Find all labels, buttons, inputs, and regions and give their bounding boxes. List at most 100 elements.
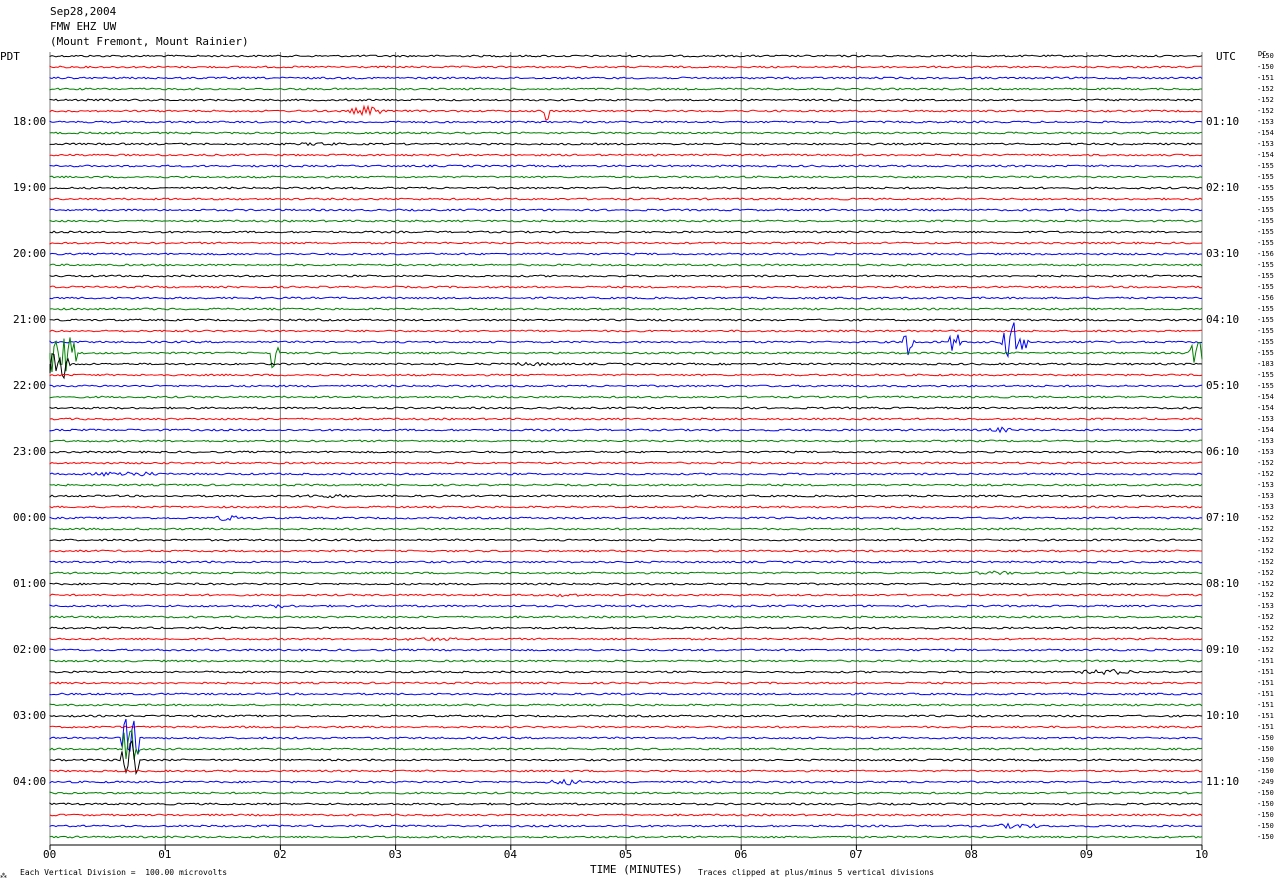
dc-offset-label: -152 xyxy=(1257,558,1274,566)
dc-offset-label: -152 xyxy=(1257,635,1274,643)
dc-offset-label: -155 xyxy=(1257,173,1274,181)
trace-line xyxy=(49,417,1203,421)
trace-line xyxy=(49,186,1203,190)
dc-offset-label: -153 xyxy=(1257,118,1274,126)
dc-offset-label: -150 xyxy=(1257,833,1274,841)
x-tick-label: 05 xyxy=(619,848,633,861)
dc-offset-label: -155 xyxy=(1257,184,1274,192)
dc-offset-label: -150 xyxy=(1257,822,1274,830)
trace-line xyxy=(49,263,1203,267)
pdt-hour-label: 23:00 xyxy=(13,445,47,458)
dc-offset-label: -152 xyxy=(1257,459,1274,467)
trace-line xyxy=(49,230,1203,234)
dc-offset-label: -154 xyxy=(1257,404,1274,412)
dc-offset-label: -249 xyxy=(1257,778,1274,786)
x-tick-label: 10 xyxy=(1195,848,1209,861)
dc-offset-label: -151 xyxy=(1257,74,1274,82)
trace-line xyxy=(49,582,1203,586)
x-tick-label: 09 xyxy=(1079,848,1094,861)
clip-note: Traces clipped at plus/minus 5 vertical … xyxy=(698,868,935,877)
trace-line xyxy=(49,725,1203,729)
dc-offset-label: -152 xyxy=(1257,569,1274,577)
trace-line xyxy=(49,274,1203,278)
dc-offset-label: -155 xyxy=(1257,206,1274,214)
trace-line xyxy=(49,703,1203,707)
dc-offset-label: -153 xyxy=(1257,503,1274,511)
x-tick-label: 01 xyxy=(158,848,172,861)
pdt-hour-label: 18:00 xyxy=(13,115,47,128)
pdt-hour-label: 21:00 xyxy=(13,313,47,326)
dc-offset-label: -155 xyxy=(1257,239,1274,247)
trace-line xyxy=(49,570,1203,576)
utc-hour-label: 07:10 xyxy=(1206,511,1240,524)
pdt-hour-label: 19:00 xyxy=(13,181,47,194)
dc-offset-label: -155 xyxy=(1257,195,1274,203)
trace-line xyxy=(49,142,1202,147)
trace-line xyxy=(49,208,1203,212)
dc-offset-label: -153 xyxy=(1257,140,1274,148)
pdt-hour-label: 02:00 xyxy=(13,643,47,656)
x-tick-label: 07 xyxy=(849,848,863,861)
dc-offset-label: -152 xyxy=(1257,613,1274,621)
pdt-hour-label: 22:00 xyxy=(13,379,47,392)
dc-offset-label: -150 xyxy=(1257,811,1274,819)
trace-line xyxy=(49,505,1203,509)
trace-line xyxy=(49,120,1203,124)
trace-line xyxy=(49,54,1203,58)
x-tick-label: 08 xyxy=(964,848,978,861)
trace-line xyxy=(49,153,1203,157)
dc-offset-label: -155 xyxy=(1257,371,1274,379)
utc-hour-label: 02:10 xyxy=(1206,181,1240,194)
trace-line xyxy=(49,813,1203,817)
trace-line xyxy=(49,729,1203,760)
pdt-hour-label: 01:00 xyxy=(13,577,47,590)
dc-offset-label: -152 xyxy=(1257,107,1274,115)
trace-line xyxy=(49,131,1203,135)
trace-line xyxy=(49,329,1203,333)
trace-line xyxy=(49,352,1203,380)
trace-line xyxy=(49,219,1203,223)
utc-hour-label: 10:10 xyxy=(1206,709,1240,722)
dc-offset-label: -155 xyxy=(1257,272,1274,280)
utc-hour-label: 01:10 xyxy=(1206,115,1240,128)
dc-offset-label: -183 xyxy=(1257,360,1274,368)
trace-line xyxy=(49,593,1203,598)
dc-offset-label: -151 xyxy=(1257,723,1274,731)
dc-offset-label: -150 xyxy=(1257,734,1274,742)
dc-offset-label: -152 xyxy=(1257,525,1274,533)
dc-label: DC xyxy=(1258,50,1267,58)
dc-offset-label: -153 xyxy=(1257,415,1274,423)
dc-offset-label: -151 xyxy=(1257,679,1274,687)
x-tick-label: 00 xyxy=(43,848,57,861)
x-tick-label: 02 xyxy=(273,848,287,861)
trace-line xyxy=(49,615,1203,619)
station-label: FMW EHZ UW xyxy=(50,20,117,33)
dc-offset-label: -155 xyxy=(1257,228,1274,236)
trace-line xyxy=(49,549,1202,553)
dc-offset-label: -155 xyxy=(1257,283,1274,291)
x-tick-label: 06 xyxy=(734,848,748,861)
scale-note: Each Vertical Division = 100.00 microvol… xyxy=(20,868,228,877)
utc-hour-label: 03:10 xyxy=(1206,247,1240,260)
trace-line xyxy=(49,681,1203,685)
trace-line xyxy=(49,659,1203,663)
dc-offset-label: -152 xyxy=(1257,547,1274,555)
trace-line xyxy=(49,648,1203,652)
trace-line xyxy=(49,322,1203,359)
dc-offset-label: -155 xyxy=(1257,349,1274,357)
dc-offset-label: -150 xyxy=(1257,756,1274,764)
dc-offset-label: -156 xyxy=(1257,250,1274,258)
trace-line xyxy=(49,692,1203,696)
utc-hour-label: 08:10 xyxy=(1206,577,1240,590)
utc-hour-label: 05:10 xyxy=(1206,379,1240,392)
dc-offset-label: -154 xyxy=(1257,426,1274,434)
dc-offset-label: -152 xyxy=(1257,580,1274,588)
dc-offset-label: -152 xyxy=(1257,624,1274,632)
dc-offset-label: -150 xyxy=(1257,52,1274,60)
trace-line xyxy=(49,241,1202,245)
pdt-hour-label: 20:00 xyxy=(13,247,47,260)
pdt-hour-label: 04:00 xyxy=(13,775,47,788)
trace-line xyxy=(49,461,1203,465)
dc-offset-label: -154 xyxy=(1257,129,1274,137)
